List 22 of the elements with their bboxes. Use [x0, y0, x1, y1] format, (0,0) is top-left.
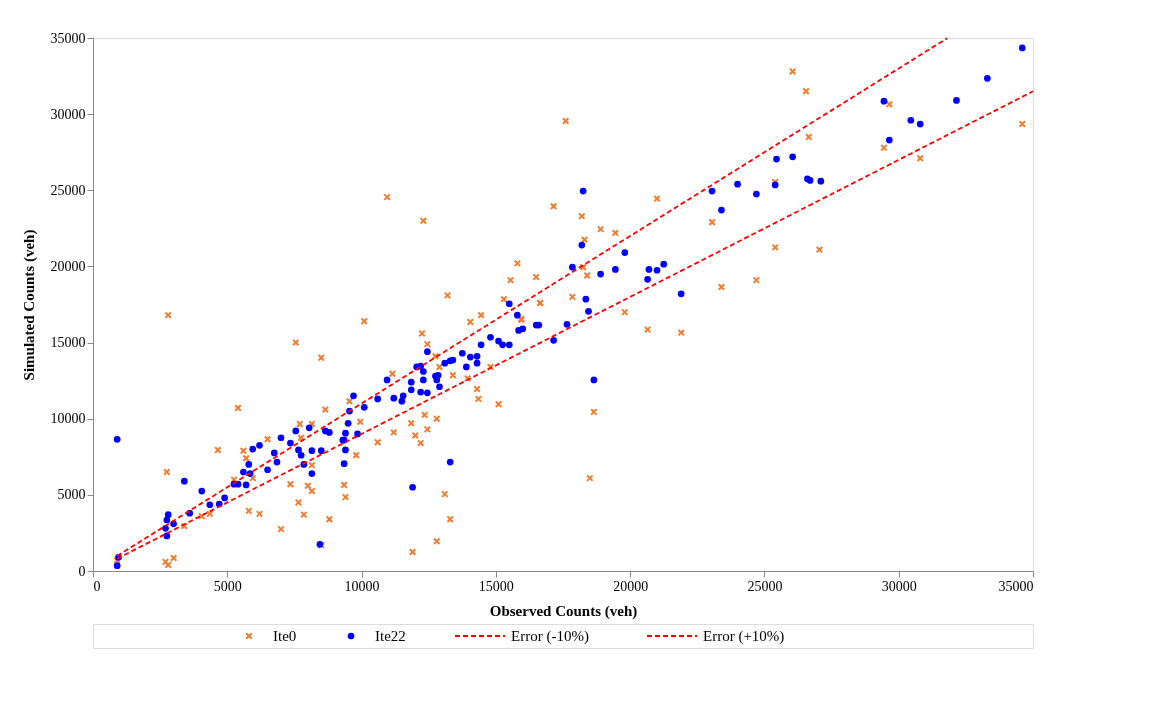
y-tick-label: 10000 [50, 411, 86, 427]
x-tick-label: 25000 [747, 578, 783, 594]
x-tick-label: 0 [93, 578, 101, 594]
legend-label: Error (+10%) [703, 628, 785, 645]
x-axis-title: Observed Counts (veh) [489, 602, 638, 620]
x-tick-label: 15000 [478, 578, 514, 594]
legend-label: Ite22 [375, 628, 406, 644]
legend-label: Error (-10%) [511, 628, 589, 645]
x-tick-label: 10000 [344, 578, 380, 594]
x-tick-label: 35000 [998, 578, 1034, 594]
x-tick-label: 30000 [881, 578, 917, 594]
y-tick-label: 30000 [50, 106, 86, 122]
x-tick-label: 5000 [213, 578, 242, 594]
legend-label: Ite0 [273, 628, 297, 644]
y-tick-label: 20000 [50, 258, 86, 274]
y-tick-label: 0 [78, 563, 86, 579]
y-tick-label: 15000 [50, 335, 86, 351]
y-tick-label: 25000 [50, 182, 86, 198]
y-tick-label: 35000 [50, 30, 86, 46]
y-axis-title: Simulated Counts (veh) [20, 229, 38, 381]
x-tick-label: 20000 [613, 578, 649, 594]
y-tick-label: 5000 [57, 487, 86, 503]
